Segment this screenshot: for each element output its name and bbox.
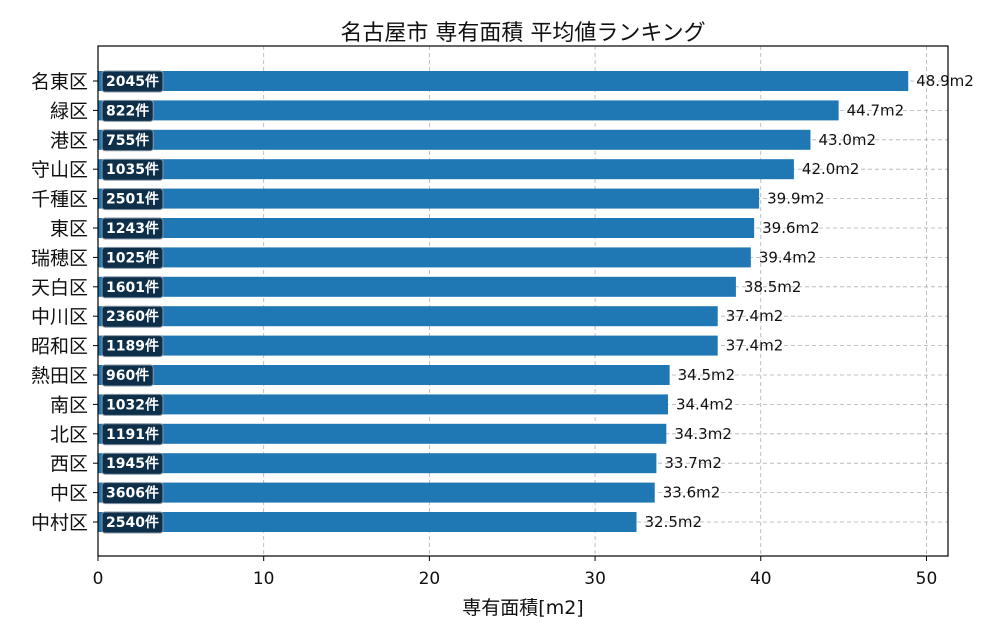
data-label: 39.9m2 (767, 190, 825, 208)
count-badge (101, 452, 164, 475)
bar (98, 482, 655, 503)
count-badge (101, 482, 164, 505)
bar (98, 512, 637, 532)
count-label: 755件 (106, 132, 149, 149)
bar (98, 188, 760, 209)
data-label: 39.4m2 (759, 248, 817, 266)
data-label: 37.4m2 (726, 307, 784, 325)
count-badge (101, 217, 164, 240)
bar (98, 365, 670, 385)
count-label: 822件 (106, 102, 149, 119)
chart-title: 名古屋市 専有面積 平均値ランキング (340, 21, 705, 46)
data-label: 44.7m2 (847, 101, 905, 119)
bar (98, 100, 839, 121)
count-label: 1945件 (106, 455, 159, 472)
y-tick-label: 千種区 (31, 189, 88, 211)
bar (98, 71, 909, 91)
bar (98, 159, 794, 180)
y-tick-label: 南区 (50, 394, 88, 416)
y-tick-label: 東区 (50, 218, 88, 240)
count-label: 1189件 (106, 338, 159, 355)
bar (98, 394, 668, 415)
y-tick-label: 名東区 (31, 71, 88, 93)
bar (98, 423, 667, 444)
data-label: 42.0m2 (802, 160, 860, 178)
x-tick-label: 10 (253, 569, 275, 589)
bar (98, 306, 718, 327)
count-badge (101, 188, 164, 211)
x-tick-label: 0 (93, 569, 104, 589)
y-tick-label: 瑞穂区 (31, 247, 88, 269)
data-label: 34.5m2 (678, 366, 736, 384)
bar (98, 247, 751, 268)
x-tick-label: 40 (750, 569, 772, 589)
count-badge (101, 158, 164, 181)
y-tick-label: 緑区 (50, 100, 88, 122)
axes (93, 45, 949, 561)
count-badge (101, 393, 164, 416)
count-label: 2540件 (106, 514, 159, 531)
count-label: 1601件 (106, 279, 159, 296)
y-tick-label: 中区 (50, 483, 88, 505)
bar (98, 218, 755, 238)
bar (98, 453, 657, 474)
y-tick-label: 守山区 (31, 159, 88, 181)
x-tick-label: 50 (916, 569, 938, 589)
data-label: 33.6m2 (663, 484, 721, 502)
plot-frame (97, 45, 949, 557)
x-tick-label: 20 (419, 569, 441, 589)
y-tick-label: 港区 (50, 130, 88, 152)
count-badge (101, 70, 164, 93)
count-label: 2501件 (106, 191, 159, 208)
x-tick-label: 30 (584, 569, 606, 589)
count-label: 3606件 (106, 485, 159, 502)
y-tick-label: 中村区 (31, 512, 88, 534)
y-tick-label: 昭和区 (31, 336, 88, 358)
count-badge (101, 335, 164, 358)
data-label: 34.4m2 (676, 395, 734, 413)
data-label: 32.5m2 (644, 513, 702, 531)
bar (98, 129, 811, 150)
count-label: 1035件 (106, 161, 159, 178)
count-label: 1032件 (106, 396, 159, 413)
y-tick-label: 熱田区 (31, 365, 88, 387)
y-tick-label: 北区 (50, 424, 88, 446)
count-badge (101, 129, 154, 152)
count-badge (101, 364, 154, 387)
bars: 48.9m2 2045件 44.7m2 822件 43.0m2 755件 42.0m2 103… (98, 70, 974, 534)
data-label: 37.4m2 (726, 337, 784, 355)
count-label: 2045件 (106, 73, 159, 90)
data-label: 34.3m2 (674, 425, 732, 443)
count-badge (101, 99, 154, 122)
y-tick-label: 西区 (50, 453, 88, 475)
count-badge (101, 511, 164, 534)
data-label: 43.0m2 (818, 131, 876, 149)
x-axis-label: 専有面積[m2] (462, 597, 583, 619)
y-tick-labels: 名東区緑区港区守山区千種区東区瑞穂区天白区中川区昭和区熱田区南区北区西区中区中村… (31, 71, 88, 534)
count-label: 2360件 (106, 308, 159, 325)
count-badge (101, 305, 164, 328)
count-label: 1025件 (106, 249, 159, 266)
bar (98, 276, 736, 297)
count-label: 960件 (106, 367, 149, 384)
data-label: 38.5m2 (744, 278, 802, 296)
data-label: 48.9m2 (916, 72, 974, 90)
grid-lines (97, 46, 948, 556)
data-label: 39.6m2 (762, 219, 820, 237)
count-label: 1191件 (106, 426, 159, 443)
count-badge (101, 246, 164, 269)
count-badge (101, 423, 164, 446)
count-label: 1243件 (106, 220, 159, 237)
count-badge (101, 276, 164, 299)
data-label: 33.7m2 (664, 454, 722, 472)
x-tick-labels: 0 10 20 30 40 50 (93, 569, 938, 589)
y-tick-label: 天白区 (31, 277, 88, 299)
y-tick-label: 中川区 (31, 306, 88, 328)
bar (98, 335, 718, 356)
